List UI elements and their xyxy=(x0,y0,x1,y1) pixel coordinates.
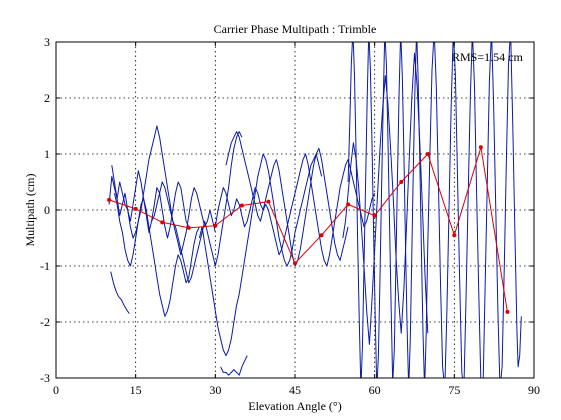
rms-annotation: RMS=1.54 cm xyxy=(452,50,523,64)
y-axis-label: Multipath (cm) xyxy=(23,174,37,247)
binned-mean-point xyxy=(239,203,244,208)
y-tick-label: 3 xyxy=(44,35,50,49)
x-tick-label: 90 xyxy=(528,383,540,397)
y-tick-label: -1 xyxy=(40,259,50,273)
binned-mean-point xyxy=(213,223,218,228)
binned-mean-point xyxy=(293,261,297,266)
binned-mean-point xyxy=(186,225,191,230)
raw-multipath-line xyxy=(347,42,429,378)
binned-mean-point xyxy=(399,180,404,184)
y-tick-label: 1 xyxy=(44,147,50,161)
binned-mean-point xyxy=(107,197,112,202)
x-tick-label: 15 xyxy=(130,383,142,397)
binned-mean-point xyxy=(478,145,483,150)
raw-multipath-line xyxy=(110,271,130,314)
x-axis-label: Elevation Angle (°) xyxy=(248,399,341,413)
binned-mean-line xyxy=(108,147,508,312)
y-tick-label: 2 xyxy=(44,91,50,105)
binned-mean-point xyxy=(266,199,271,204)
raw-multipath-line xyxy=(342,52,429,345)
binned-mean-point xyxy=(133,206,138,211)
binned-mean-point xyxy=(319,233,324,238)
raw-multipath-line xyxy=(111,165,190,239)
y-tick-label: -2 xyxy=(40,315,50,329)
data-layer xyxy=(107,42,522,378)
raw-multipath-line xyxy=(220,355,248,376)
binned-mean-point xyxy=(505,309,510,314)
binned-mean-point xyxy=(160,220,165,225)
y-tick-label: -3 xyxy=(40,371,50,385)
binned-mean-point xyxy=(425,152,430,156)
raw-multipath-line xyxy=(108,125,216,256)
raw-multipath-line xyxy=(113,193,200,317)
raw-multipath-line xyxy=(427,42,522,378)
binned-mean-point xyxy=(346,202,351,207)
raw-multipath-line xyxy=(198,153,323,357)
x-tick-label: 75 xyxy=(448,383,460,397)
x-tick-label: 45 xyxy=(289,383,301,397)
x-tick-label: 0 xyxy=(53,383,59,397)
tick-layer: 0 15 30 45 60 75 90 -3 -2 -1 0 1 2 3 xyxy=(40,35,540,397)
chart-title: Carrier Phase Multipath : Trimble xyxy=(214,22,377,36)
x-tick-label: 60 xyxy=(369,383,381,397)
raw-multipath-line xyxy=(214,147,349,267)
y-tick-label: 0 xyxy=(44,203,50,217)
raw-multipath-line xyxy=(225,131,376,267)
binned-mean-point xyxy=(372,213,377,218)
binned-mean-point xyxy=(452,233,457,238)
x-tick-label: 30 xyxy=(209,383,221,397)
